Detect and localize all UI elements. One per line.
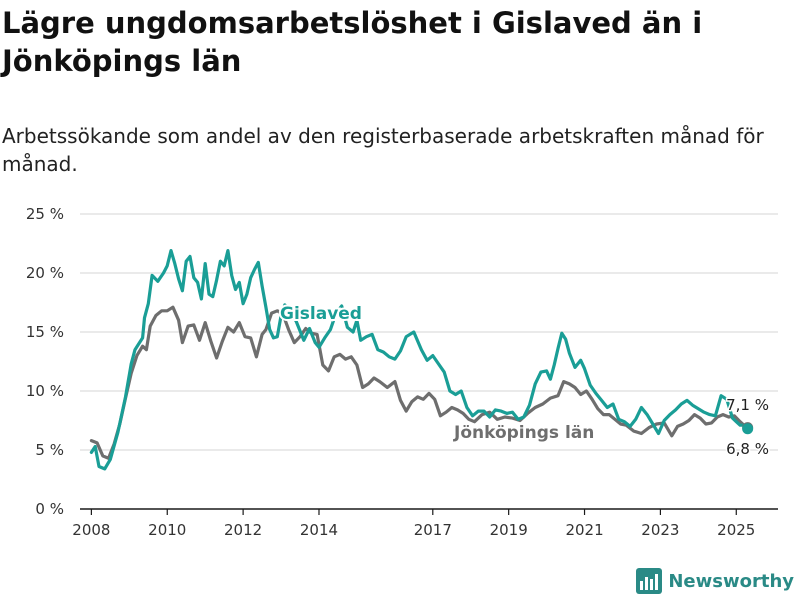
x-axis: 2008 2010 2012 2014 2017 2019 2021 2023 2025 [72,508,778,539]
y-tick-label: 20 % [26,264,64,282]
x-tick-label: 2025 [717,521,755,539]
newsworthy-brand: Newsworthy [636,568,794,594]
x-tick-label: 2017 [414,521,452,539]
brand-name: Newsworthy [668,570,794,592]
line-chart: 0 %5 %10 %15 %20 %25 % 2008 2010 2012 2014 2… [26,205,778,539]
x-tick-label: 2014 [300,521,338,539]
y-tick-label: 25 % [26,205,64,223]
y-tick-label: 15 % [26,323,64,341]
x-tick-label: 2008 [72,521,110,539]
gislaved-end-marker [742,423,754,435]
x-tick-label: 2019 [490,521,528,539]
jonkoping-series-label: Jönköpings län [453,423,594,443]
page-title: Lägre ungdomsarbetslöshet i Gislaved än … [2,6,703,78]
x-tick-label: 2021 [565,521,603,539]
y-axis-tick-labels: 0 % 5 % 10 % 15 % 20 % 25 % [26,205,64,518]
gislaved-end-value-label: 7,1 % [726,396,769,414]
x-tick-label: 2010 [148,521,186,539]
gislaved-series-label: Gislaved [280,304,362,324]
y-tick-label: 0 % [35,500,64,518]
newsworthy-logo-icon [636,568,663,594]
chart-series [89,249,754,471]
x-tick-label: 2023 [641,521,679,539]
chart-labels: Gislaved Jönköpings län 7,1 % 6,8 % [278,302,771,460]
y-tick-label: 5 % [35,441,64,459]
page-subtitle: Arbetssökande som andel av den registerb… [2,124,764,176]
y-tick-label: 10 % [26,382,64,400]
jonkoping-series-line [89,305,750,460]
x-tick-label: 2012 [224,521,262,539]
gislaved-series-line [89,249,750,471]
jonkoping-end-value-label: 6,8 % [726,440,769,458]
